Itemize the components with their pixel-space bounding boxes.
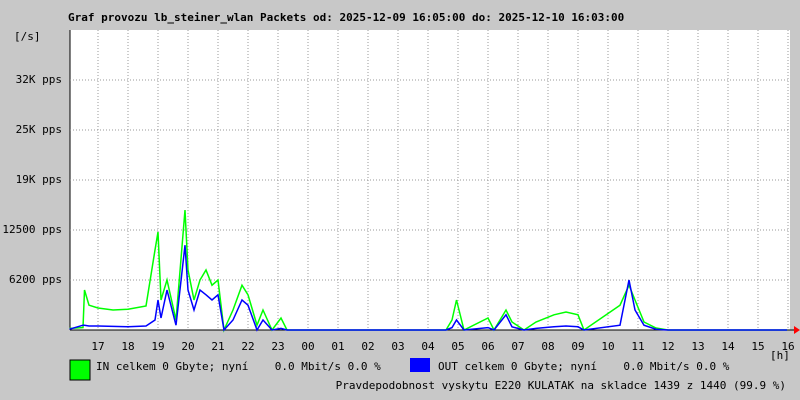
y-tick-label: 32K pps — [16, 73, 62, 86]
x-tick-label: 20 — [181, 340, 194, 353]
x-tick-label: 12 — [661, 340, 674, 353]
y-tick-label: 19K pps — [16, 173, 62, 186]
x-tick-label: 21 — [211, 340, 224, 353]
x-tick-label: 07 — [511, 340, 524, 353]
y-tick-label: 25K pps — [16, 123, 62, 136]
x-tick-label: 18 — [121, 340, 134, 353]
x-tick-label: 23 — [271, 340, 284, 353]
y-tick-label: 12500 pps — [2, 223, 62, 236]
x-tick-label: 09 — [571, 340, 584, 353]
x-tick-label: 05 — [451, 340, 464, 353]
x-axis-arrow — [794, 326, 800, 334]
x-axis-label: [h] — [770, 349, 790, 362]
x-tick-label: 04 — [421, 340, 435, 353]
y-tick-label: 6200 pps — [9, 273, 62, 286]
y-axis-label: [/s] — [14, 30, 41, 43]
x-tick-label: 16 — [781, 340, 794, 353]
x-tick-label: 01 — [331, 340, 344, 353]
x-tick-label: 00 — [301, 340, 314, 353]
x-tick-label: 10 — [601, 340, 614, 353]
x-tick-label: 17 — [91, 340, 104, 353]
x-tick-label: 15 — [751, 340, 764, 353]
x-tick-label: 02 — [361, 340, 374, 353]
x-tick-label: 19 — [151, 340, 164, 353]
x-tick-label: 22 — [241, 340, 254, 353]
legend-out: OUT celkem 0 Gbyte; nyní 0.0 Mbit/s 0.0 … — [438, 360, 730, 373]
legend-swatch-in — [69, 359, 91, 381]
x-tick-label: 14 — [721, 340, 735, 353]
legend-swatch-out — [410, 358, 430, 372]
x-tick-label: 06 — [481, 340, 494, 353]
x-tick-label: 03 — [391, 340, 404, 353]
legend-in: IN celkem 0 Gbyte; nyní 0.0 Mbit/s 0.0 % — [96, 360, 381, 373]
x-tick-label: 08 — [541, 340, 554, 353]
footnote: Pravdepodobnost vyskytu E220 KULATAK na … — [336, 379, 786, 392]
series-line — [69, 209, 788, 333]
series-line — [69, 245, 788, 332]
x-tick-label: 11 — [631, 340, 644, 353]
chart-title: Graf provozu lb_steiner_wlan Packets od:… — [68, 11, 624, 24]
x-tick-label: 13 — [691, 340, 704, 353]
